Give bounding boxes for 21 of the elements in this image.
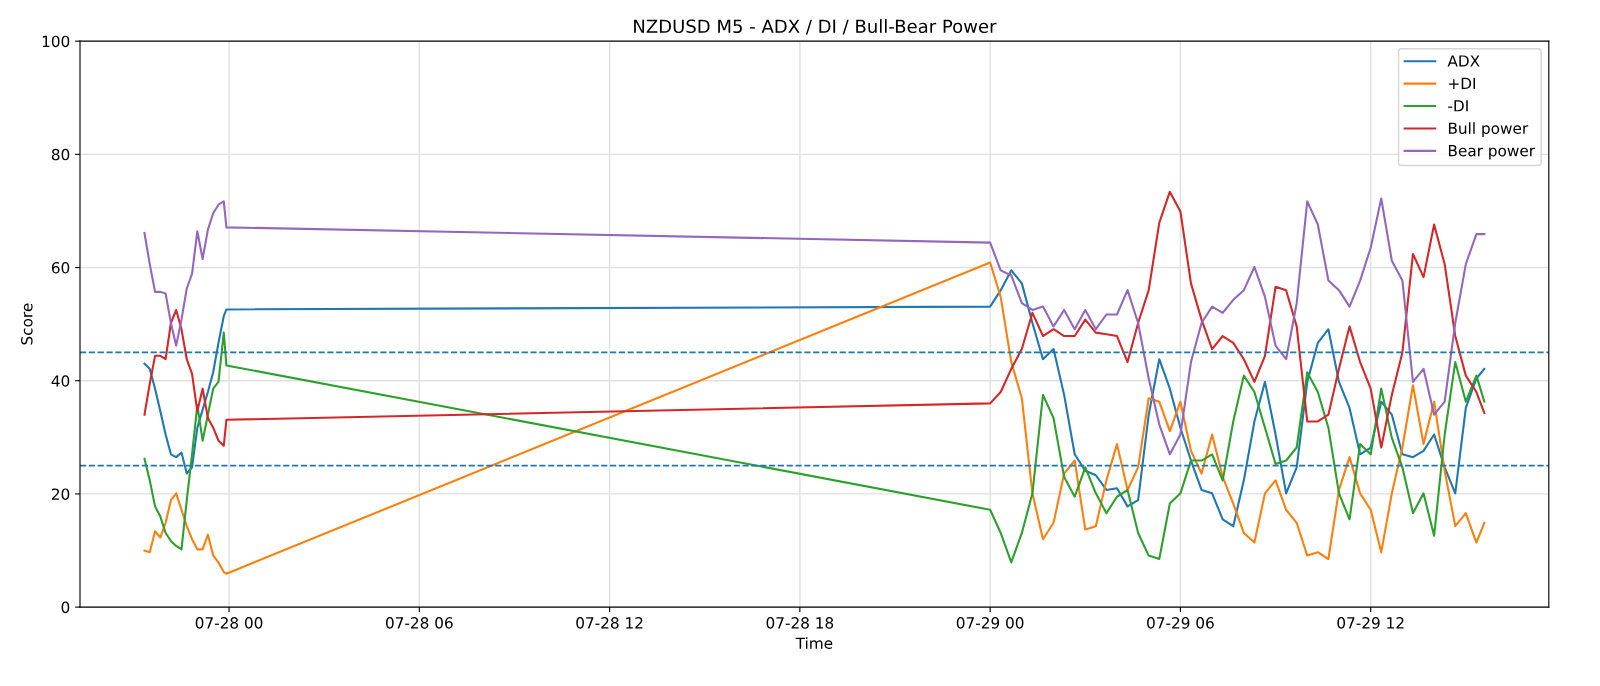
y-tick-label: 100 (42, 35, 70, 48)
y-tick-label: 80 (51, 148, 70, 161)
x-tick-label: 07-29 06 (1147, 617, 1214, 629)
y-tick-label: 60 (51, 262, 70, 274)
x-tick-label: 07-28 00 (195, 617, 263, 629)
y-tick-label: 20 (51, 488, 70, 500)
x-tick-label: 07-28 06 (385, 617, 453, 629)
legend-label: Bull power (1448, 122, 1529, 137)
y-axis-title: Score (21, 303, 33, 345)
x-tick-label: 07-29 00 (956, 617, 1024, 629)
legend-label: -DI (1448, 100, 1468, 112)
x-tick-label: 07-28 18 (766, 617, 834, 629)
legend-label: +DI (1449, 77, 1476, 89)
chart-title: NZDUSD M5 - ADX / DI / Bull-Bear Power (634, 19, 997, 35)
x-tick-label: 07-29 12 (1337, 617, 1404, 629)
legend-label: Bear power (1448, 145, 1536, 160)
x-axis-title: Time (795, 637, 833, 649)
y-tick-label: 40 (51, 375, 70, 387)
legend-label: ADX (1447, 55, 1480, 67)
x-tick-label: 07-28 12 (576, 617, 643, 629)
y-tick-label: 0 (61, 601, 70, 614)
